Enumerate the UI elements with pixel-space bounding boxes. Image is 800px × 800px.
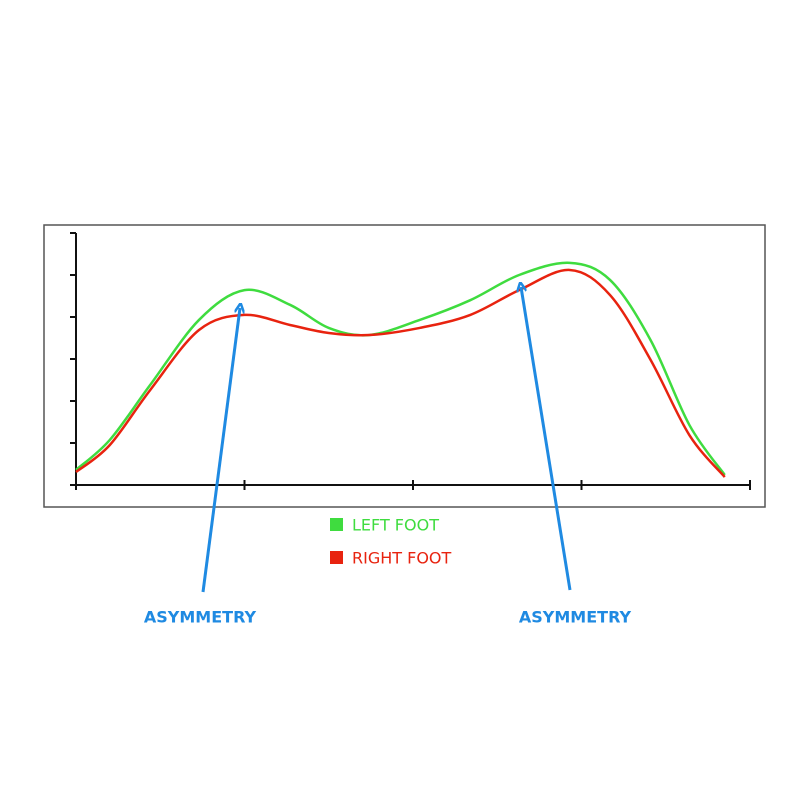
legend-label: RIGHT FOOT <box>352 549 452 568</box>
legend-label: LEFT FOOT <box>352 516 439 535</box>
annotation-arrow <box>201 308 240 593</box>
annotation-arrow <box>521 287 572 591</box>
annotation: ASYMMETRY <box>144 608 257 627</box>
legend-swatch <box>330 551 343 564</box>
chart-frame <box>43 224 766 508</box>
annotation: ASYMMETRY <box>519 608 632 627</box>
series-line <box>75 261 726 476</box>
legend-swatch <box>330 518 343 531</box>
series-line <box>75 268 726 478</box>
